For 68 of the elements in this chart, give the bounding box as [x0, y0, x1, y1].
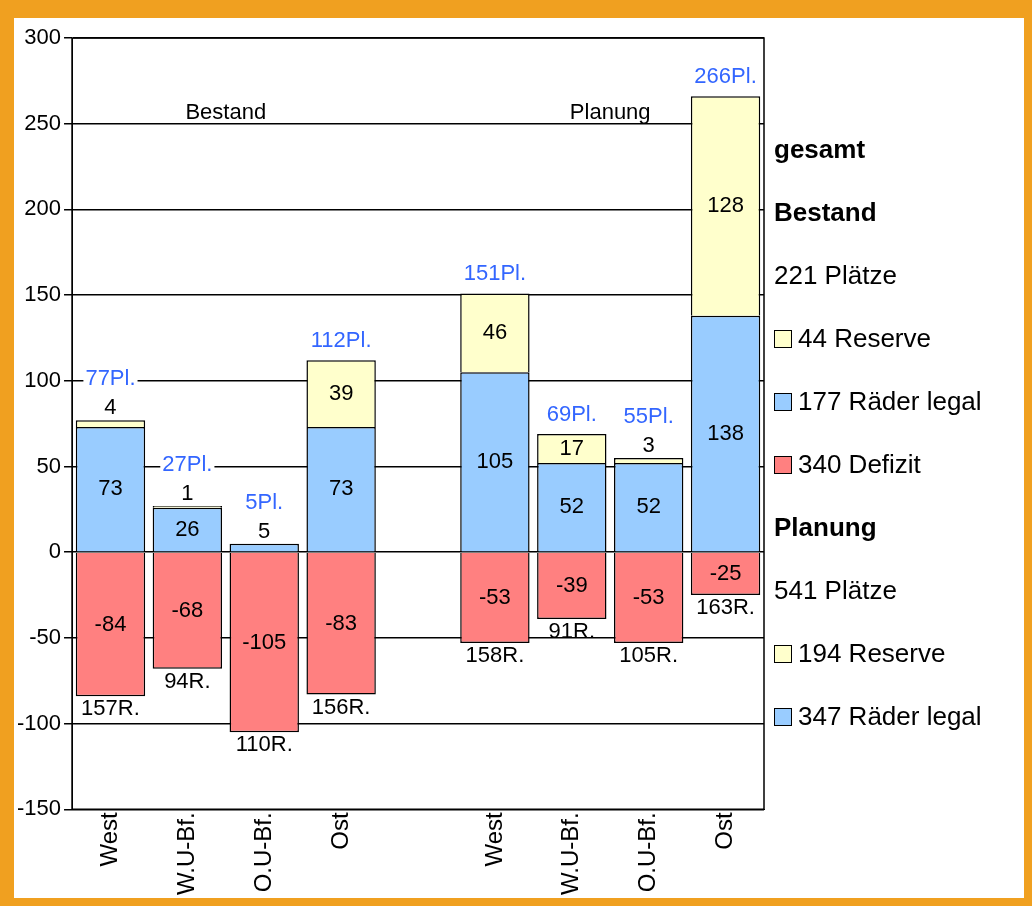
annotation: 110R.: [235, 731, 293, 757]
annotation: 156R.: [311, 693, 371, 719]
data-label: 73: [98, 475, 123, 501]
annotation: 157R.: [81, 695, 140, 721]
x-tick-label: Ost: [325, 812, 353, 850]
data-label: 5: [258, 517, 271, 543]
y-tick-label: 50: [36, 452, 62, 478]
x-tick-label: West: [95, 812, 123, 867]
legend-title: gesamt: [774, 133, 867, 166]
text: 541 Plätze: [774, 574, 898, 607]
data-label: 17: [559, 434, 585, 460]
legend-label: 340 Defizit: [798, 449, 921, 480]
annotation: 158R.: [465, 642, 525, 668]
legend-label: 347 Räder legal: [798, 701, 982, 732]
y-tick-label: -50: [29, 623, 62, 649]
data-label: 1: [181, 480, 194, 506]
annotation: 69Pl.: [546, 401, 597, 427]
data-label: 52: [559, 493, 585, 519]
y-tick-label: 150: [24, 281, 62, 307]
annotation: 112Pl.: [310, 327, 372, 353]
data-label: -105: [242, 628, 287, 654]
x-tick-label: West: [479, 812, 507, 867]
legend-label: 194 Reserve: [798, 638, 946, 669]
legend-label: 177 Räder legal: [798, 386, 982, 417]
annotation: 5Pl.: [245, 488, 284, 514]
annotation: 27Pl.: [162, 451, 213, 477]
annotation: 151Pl.: [463, 260, 527, 286]
y-tick-label: -100: [16, 709, 62, 735]
y-tick-label: 250: [24, 109, 62, 135]
data-label: 128: [707, 192, 744, 218]
data-label: -83: [325, 609, 358, 635]
annotation: Planung: [569, 99, 651, 125]
y-tick-label: 300: [24, 24, 62, 50]
legend-label: 44 Reserve: [798, 323, 931, 354]
data-label: -39: [555, 572, 588, 598]
y-tick-label: 0: [48, 538, 62, 564]
text: Bestand: [774, 196, 878, 229]
annotation: 55Pl.: [623, 403, 674, 429]
data-label: 39: [328, 379, 354, 405]
annotation: 266Pl.: [694, 63, 757, 89]
annotation: 94R.: [164, 667, 211, 693]
data-label: 73: [328, 475, 354, 501]
x-tick-label: O.U-Bf.: [633, 812, 661, 893]
x-tick-label: Ost: [710, 812, 738, 850]
data-label: -53: [632, 584, 665, 610]
data-label: -68: [171, 596, 204, 622]
annotation: Bestand: [185, 99, 267, 125]
data-label: -84: [94, 610, 127, 636]
y-tick-label: 200: [24, 195, 62, 221]
data-label: -25: [709, 560, 742, 586]
data-label: 52: [636, 493, 661, 519]
data-label: 4: [104, 394, 117, 420]
y-tick-label: 100: [24, 366, 62, 392]
y-tick-label: -150: [16, 795, 62, 821]
x-tick-label: O.U-Bf.: [248, 812, 276, 893]
x-tick-label: W.U-Bf.: [171, 812, 199, 896]
annotation: 105R.: [619, 642, 679, 668]
text: 221 Plätze: [774, 259, 898, 292]
data-label: -53: [479, 584, 511, 610]
data-label: 46: [482, 318, 508, 344]
data-label: 3: [642, 432, 655, 458]
annotation: 77Pl.: [85, 365, 136, 391]
x-tick-label: W.U-Bf.: [556, 812, 584, 896]
text: Planung: [774, 511, 878, 544]
data-label: 105: [476, 447, 514, 473]
data-label: 138: [707, 419, 744, 445]
annotation: 163R.: [696, 594, 755, 620]
data-label: 26: [175, 515, 200, 541]
